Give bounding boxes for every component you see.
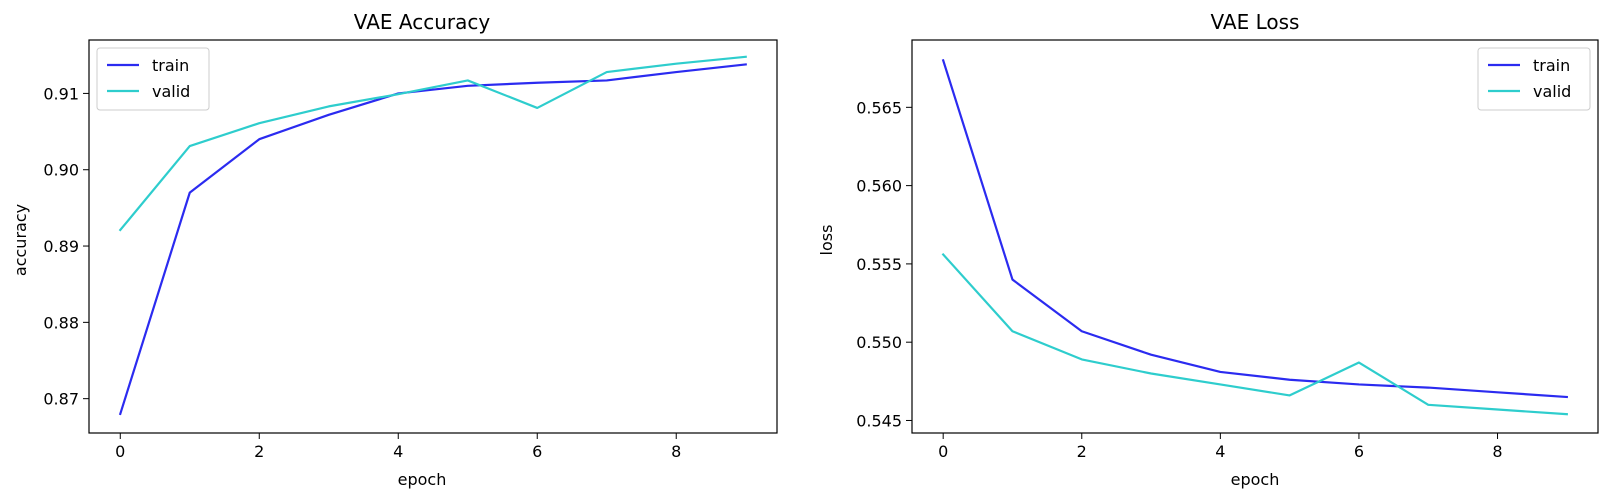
legend-box — [96, 47, 210, 111]
y-tick-label: 0.555 — [856, 255, 902, 274]
series-line-valid — [941, 252, 1568, 416]
y-tick-label: 0.87 — [43, 390, 79, 409]
y-tick-label: 0.91 — [43, 84, 79, 103]
y-tick-label: 0.90 — [43, 161, 79, 180]
accuracy-chart: VAE Accuracy epoch accuracy 0 2 4 6 8 0.87 0.8… — [11, 10, 778, 489]
y-tick-label: 0.545 — [856, 411, 902, 430]
legend: train valid — [96, 47, 210, 111]
chart-title: VAE Loss — [1211, 10, 1300, 34]
y-tick-label: 0.88 — [43, 313, 79, 332]
line-layer — [941, 58, 1568, 416]
line-layer — [118, 55, 747, 416]
x-tick-label: 4 — [393, 442, 403, 461]
y-tick-label: 0.550 — [856, 333, 902, 352]
x-tick-label: 6 — [1354, 442, 1364, 461]
y-axis-label: accuracy — [11, 204, 30, 276]
plot-frame — [88, 39, 778, 434]
tick-layer: 0 2 4 6 8 0.87 0.88 0.89 0.90 0.91 — [43, 84, 681, 461]
plot-frame — [911, 39, 1599, 434]
series-line-train — [941, 58, 1568, 399]
x-axis-label: epoch — [1231, 470, 1280, 489]
chart-title: VAE Accuracy — [354, 10, 491, 34]
x-tick-label: 8 — [1492, 442, 1502, 461]
series-line-valid — [118, 55, 747, 232]
y-axis-label: loss — [817, 225, 836, 256]
x-tick-label: 2 — [1077, 442, 1087, 461]
legend-box — [1477, 47, 1591, 111]
x-tick-label: 0 — [115, 442, 125, 461]
series-line-train — [118, 63, 747, 416]
tick-layer: 0 2 4 6 8 0.545 0.550 0.555 0.560 0.565 — [856, 98, 1502, 461]
x-tick-label: 0 — [938, 442, 948, 461]
x-tick-label: 4 — [1215, 442, 1225, 461]
loss-chart: VAE Loss epoch loss 0 2 4 6 8 0.545 0.550 0.555… — [817, 10, 1599, 489]
y-tick-label: 0.89 — [43, 237, 79, 256]
x-tick-label: 2 — [254, 442, 264, 461]
y-tick-label: 0.560 — [856, 177, 902, 196]
legend-label-valid: valid — [152, 82, 190, 101]
x-tick-label: 8 — [671, 442, 681, 461]
legend-label-valid: valid — [1533, 82, 1571, 101]
legend-label-train: train — [152, 56, 189, 75]
x-axis-label: epoch — [398, 470, 447, 489]
legend: train valid — [1477, 47, 1591, 111]
y-tick-label: 0.565 — [856, 98, 902, 117]
x-tick-label: 6 — [532, 442, 542, 461]
legend-label-train: train — [1533, 56, 1570, 75]
